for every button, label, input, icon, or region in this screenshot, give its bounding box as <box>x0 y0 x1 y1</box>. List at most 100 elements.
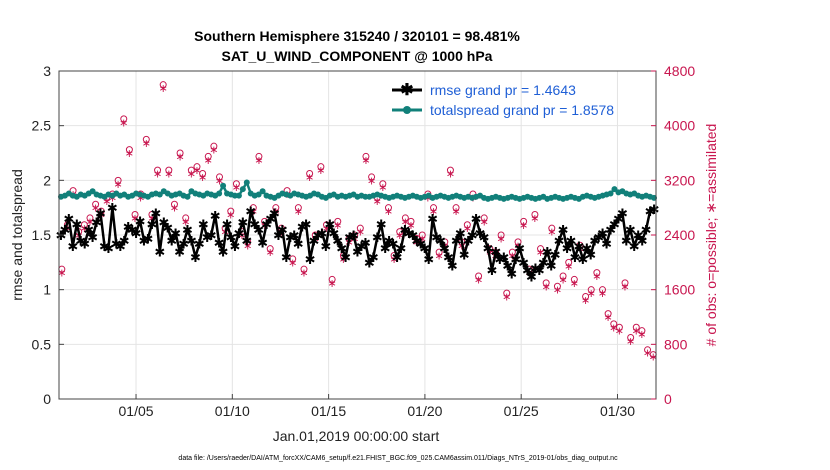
rmse-point: ✱ <box>471 213 482 228</box>
rmse-point: ✱ <box>403 227 414 242</box>
obs-possible-point <box>627 334 635 341</box>
rmse-point: ✱ <box>360 237 371 252</box>
obs-possible-point <box>604 310 612 318</box>
rmse-point: ✱ <box>392 251 403 266</box>
rmse-point: ✱ <box>356 240 367 255</box>
obs-assimilated-point: ∗ <box>609 321 618 334</box>
obs-assimilated-point: ∗ <box>181 215 190 228</box>
obs-assimilated-point: ∗ <box>333 219 342 232</box>
obs-possible-point <box>520 217 528 225</box>
obs-possible-point <box>289 255 297 263</box>
rmse-point: ✱ <box>514 242 525 257</box>
obs-assimilated-point: ∗ <box>299 267 308 280</box>
rmse-point: ✱ <box>629 240 640 255</box>
obs-assimilated-point: ∗ <box>57 267 66 280</box>
spread-point <box>184 193 191 200</box>
rmse-point: ✱ <box>494 253 505 268</box>
obs-possible-point <box>142 135 150 143</box>
obs-possible-point <box>542 279 550 287</box>
obs-assimilated-point: ∗ <box>451 205 460 218</box>
obs-possible-point <box>598 286 606 294</box>
obs-possible-point <box>368 173 376 181</box>
obs-assimilated-point: ∗ <box>632 325 641 338</box>
y-axis-label-left: rmse and totalspread <box>9 169 25 301</box>
obs-possible-point <box>384 204 392 212</box>
rmse-point: ✱ <box>581 242 592 257</box>
rmse-point: ✱ <box>621 234 632 249</box>
rmse-point: ✱ <box>320 240 331 255</box>
obs-assimilated-point: ∗ <box>513 239 522 252</box>
rmse-point: ✱ <box>593 231 604 246</box>
legend-rmse-marker: ✱ <box>400 82 413 99</box>
obs-possible-point <box>503 289 511 297</box>
rmse-point: ✱ <box>641 224 652 239</box>
obs-assimilated-point: ∗ <box>147 212 156 225</box>
y-tick-label-left: 2 <box>43 172 51 188</box>
rmse-point: ✱ <box>233 227 244 242</box>
obs-possible-point <box>199 170 207 177</box>
rmse-point: ✱ <box>506 267 517 282</box>
legend-spread-marker <box>403 106 411 114</box>
rmse-point: ✱ <box>316 227 327 242</box>
x-axis: 01/05 01/10 01/15 01/20 01/25 01/30 <box>119 394 635 419</box>
rmse-point: ✱ <box>241 234 252 249</box>
rmse-point: ✱ <box>597 227 608 242</box>
rmse-point: ✱ <box>637 234 648 249</box>
obs-assimilated-point: ∗ <box>91 202 100 215</box>
rmse-point: ✱ <box>467 229 478 244</box>
rmse-point: ✱ <box>589 234 600 249</box>
obs-assimilated-point: ∗ <box>114 178 123 191</box>
rmse-point: ✱ <box>372 231 383 246</box>
rmse-point: ✱ <box>146 218 157 233</box>
obs-possible-point <box>475 272 483 280</box>
y-tick-label-right: 800 <box>664 336 688 352</box>
rmse-point: ✱ <box>368 251 379 266</box>
obs-assimilated-point: ∗ <box>356 226 365 239</box>
obs-possible-point <box>210 142 218 150</box>
legend-rmse-label: rmse grand pr = 1.4643 <box>430 82 576 98</box>
obs-assimilated-point: ∗ <box>581 294 590 307</box>
rmse-point: ✱ <box>577 253 588 268</box>
rmse-point: ✱ <box>277 224 288 239</box>
rmse-point: ✱ <box>384 234 395 249</box>
rmse-point: ✱ <box>498 251 509 266</box>
rmse-point: ✱ <box>214 237 225 252</box>
x-tick-label: 01/20 <box>407 403 442 419</box>
rmse-point: ✱ <box>463 234 474 249</box>
rmse-point: ✱ <box>313 229 324 244</box>
obs-possible-point <box>232 180 240 188</box>
obs-possible-point <box>334 217 342 225</box>
obs-possible-point <box>306 170 314 177</box>
rmse-point: ✱ <box>633 229 644 244</box>
spread-point <box>216 190 223 197</box>
rmse-point: ✱ <box>447 260 458 275</box>
obs-assimilated-point: ∗ <box>401 215 410 228</box>
rmse-point: ✱ <box>340 251 351 266</box>
rmse-point: ✱ <box>649 203 660 218</box>
obs-assimilated-point: ∗ <box>80 222 89 235</box>
rmse-point: ✱ <box>522 264 533 279</box>
obs-assimilated-point: ∗ <box>418 232 427 245</box>
rmse-point: ✱ <box>222 218 233 233</box>
rmse-point: ✱ <box>281 251 292 266</box>
rmse-point: ✱ <box>411 234 422 249</box>
rmse-point: ✱ <box>550 249 561 264</box>
rmse-point: ✱ <box>364 256 375 271</box>
rmse-point: ✱ <box>415 238 426 253</box>
obs-possible-point <box>294 204 302 212</box>
obs-assimilated-point: ∗ <box>508 250 517 263</box>
obs-assimilated-point: ∗ <box>592 270 601 283</box>
obs-assimilated-point: ∗ <box>215 174 224 187</box>
obs-assimilated-point: ∗ <box>288 256 297 269</box>
rmse-point: ✱ <box>609 218 620 233</box>
obs-possible-point <box>537 245 545 253</box>
obs-assimilated-point: ∗ <box>519 219 528 232</box>
rmse-point: ✱ <box>131 227 142 242</box>
rmse-point: ✱ <box>103 242 114 257</box>
left-axis: 0 0.5 1 1.5 2 2.5 3 <box>32 63 64 407</box>
obs-possible-point <box>92 200 100 208</box>
obs-assimilated-point: ∗ <box>604 311 613 324</box>
y-tick-label-left: 0.5 <box>32 336 52 352</box>
obs-possible-point <box>356 224 364 232</box>
obs-assimilated-point: ∗ <box>598 287 607 300</box>
